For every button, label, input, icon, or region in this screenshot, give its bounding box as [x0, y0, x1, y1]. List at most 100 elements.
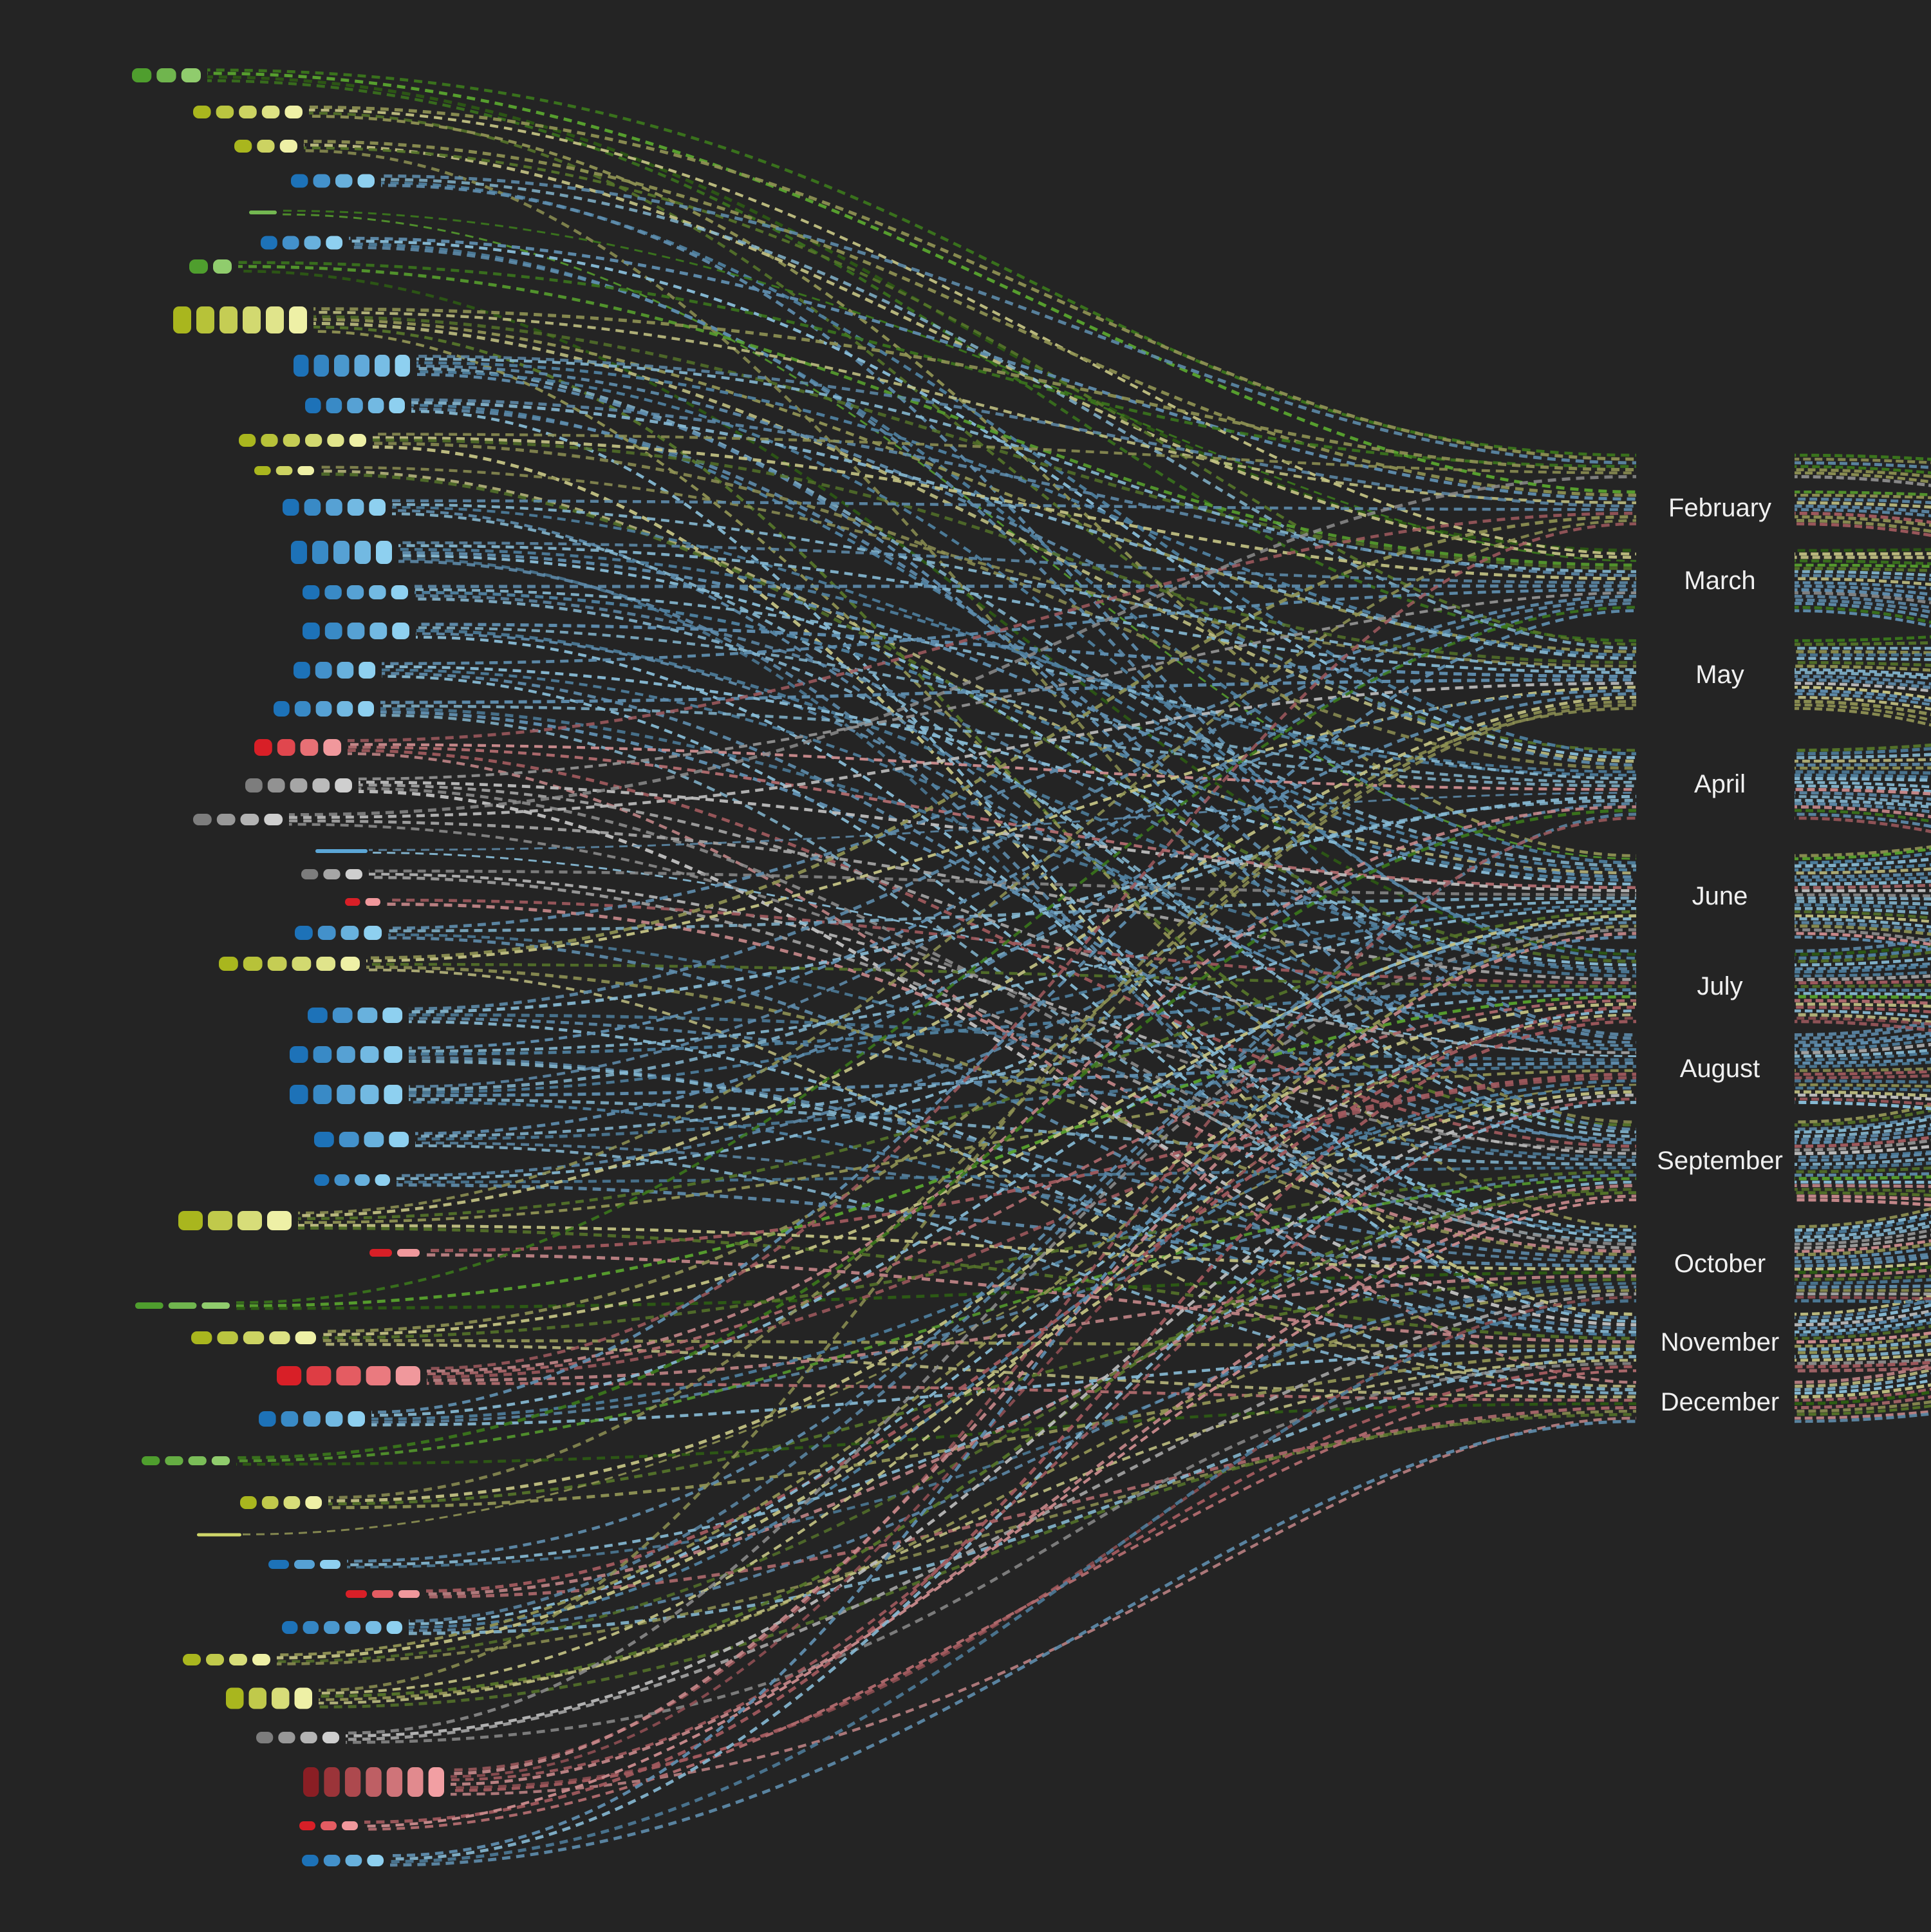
- source-block: [295, 1331, 316, 1344]
- flow-strand: [297, 695, 1637, 1217]
- source-block: [347, 499, 364, 516]
- flow-strand: [1794, 1378, 1931, 1395]
- flow-strand: [1794, 903, 1931, 910]
- source-block: [240, 1496, 257, 1509]
- flow-strand: [450, 816, 1637, 1772]
- source-block: [216, 814, 236, 825]
- flow-strand: [1794, 508, 1931, 518]
- flow-strand: [1794, 1152, 1931, 1162]
- flow-strand: [1794, 1017, 1931, 1026]
- source-block: [384, 1085, 402, 1104]
- source-block: [428, 1767, 444, 1797]
- flow-strand: [380, 678, 1637, 704]
- source-block: [332, 1008, 353, 1023]
- flow-strand: [1794, 1172, 1931, 1177]
- flow-strand: [1794, 1228, 1931, 1246]
- flow-strand: [411, 401, 1637, 661]
- flow-strand: [389, 1299, 1637, 1864]
- flow-strand: [297, 519, 1637, 1215]
- flow-strand: [371, 609, 1637, 1414]
- flow-strand: [1794, 795, 1931, 806]
- source-block: [302, 1855, 319, 1866]
- flow-strand: [1794, 798, 1931, 809]
- flow-strand: [1794, 707, 1931, 727]
- month-label-october: October: [1674, 1250, 1766, 1278]
- flow-strand: [372, 442, 1637, 770]
- flow-strand: [426, 805, 1637, 1373]
- source-block: [254, 466, 271, 475]
- source-block: [367, 1855, 384, 1866]
- flow-strand: [408, 903, 1637, 1094]
- flow-strand: [396, 802, 1637, 1177]
- source-block: [267, 957, 287, 971]
- flow-strand: [387, 936, 1637, 1330]
- source-block: [335, 778, 352, 792]
- flow-strand: [1794, 606, 1931, 624]
- flow-strand: [1794, 1042, 1931, 1055]
- flow-strand: [1794, 1358, 1931, 1365]
- source-block: [189, 259, 208, 274]
- source-block: [283, 1496, 301, 1509]
- flow-strand: [398, 541, 1637, 585]
- source-block: [323, 869, 340, 879]
- flow-strand: [1794, 1335, 1931, 1348]
- flow-strand: [408, 798, 1637, 1091]
- source-block: [266, 306, 284, 333]
- flow-strand: [368, 792, 1637, 851]
- flow-strand: [1794, 979, 1931, 985]
- flow-strand: [1794, 1299, 1931, 1320]
- source-block: [267, 1211, 292, 1230]
- flow-strand: [1794, 504, 1931, 514]
- flow-strand: [318, 1358, 1637, 1705]
- source-block: [314, 1132, 334, 1147]
- source-block: [369, 623, 387, 639]
- flow-strand: [288, 474, 1637, 817]
- flow-strand: [1794, 1002, 1931, 1008]
- source-block: [292, 957, 312, 971]
- source-block: [366, 1366, 391, 1385]
- flow-strand: [366, 515, 1637, 960]
- flow-strand: [1794, 497, 1931, 505]
- source-block: [291, 541, 307, 564]
- flow-strand: [1794, 1079, 1931, 1084]
- flow-strand: [1794, 1309, 1931, 1327]
- flow-strand: [1794, 635, 1931, 642]
- source-block: [372, 1590, 393, 1598]
- source-block: [357, 1008, 378, 1023]
- flow-strand: [1794, 1383, 1931, 1399]
- source-block: [324, 1621, 340, 1634]
- flow-strand: [1794, 591, 1931, 605]
- source-block: [261, 1496, 279, 1509]
- flow-strand: [415, 626, 1637, 784]
- source-block: [344, 1621, 360, 1634]
- source-block: [211, 1456, 230, 1465]
- flow-strand: [236, 1177, 1637, 1463]
- month-label-may: May: [1695, 661, 1744, 689]
- source-block: [324, 1767, 340, 1797]
- flow-strand: [1794, 784, 1931, 793]
- source-block: [243, 957, 263, 971]
- flow-strand: [345, 1093, 1637, 1738]
- flow-strand: [347, 511, 1637, 742]
- flow-strand: [1794, 601, 1931, 619]
- flow-strand: [1794, 1400, 1931, 1413]
- source-block: [277, 739, 295, 756]
- flow-strand: [398, 548, 1637, 777]
- flow-strand: [1794, 809, 1931, 823]
- flow-strand: [1794, 461, 1931, 469]
- month-label-december: December: [1660, 1388, 1780, 1416]
- flow-strand: [396, 1166, 1637, 1184]
- source-block: [283, 434, 300, 447]
- flow-strand: [1794, 1410, 1931, 1420]
- flow-strand: [1794, 962, 1931, 971]
- source-block: [305, 434, 322, 447]
- flow-strand: [1794, 770, 1931, 775]
- flow-strand: [426, 999, 1637, 1376]
- flow-strand: [1794, 641, 1931, 646]
- flow-strand: [408, 1017, 1637, 1162]
- flow-strand: [1794, 957, 1931, 967]
- source-block: [335, 174, 353, 188]
- flow-strand: [1794, 1109, 1931, 1127]
- flow-strand: [1794, 974, 1931, 982]
